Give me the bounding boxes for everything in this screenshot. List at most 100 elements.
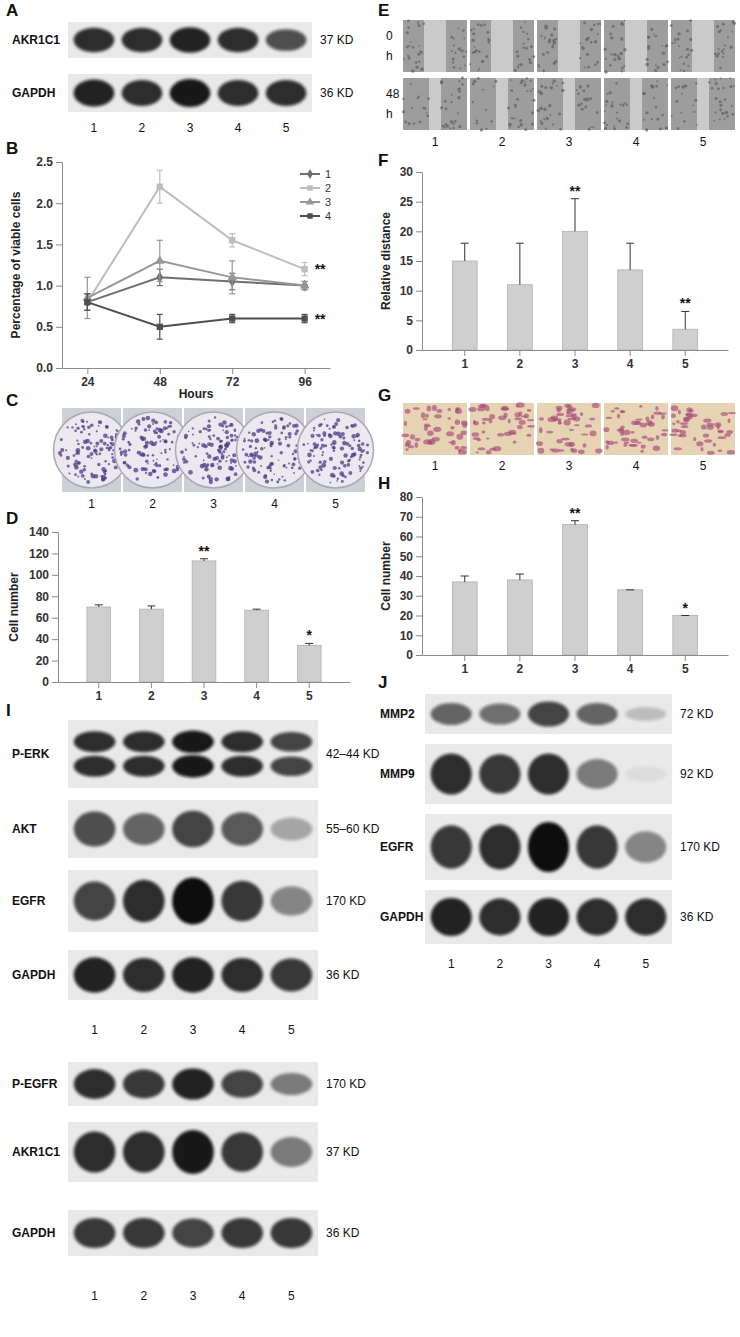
tick-mark [416,320,422,321]
cell-speck [458,47,462,51]
colony [346,463,350,467]
x-tick: 96 [298,368,312,389]
bar [87,607,111,682]
blot-band [221,1132,263,1171]
legend: 1234 [300,168,331,222]
cell-speck [647,35,650,38]
colony [159,440,161,442]
error-bar [147,606,155,609]
lane-label: 5 [700,135,707,149]
colony [114,465,118,469]
blot-band [266,29,307,51]
legend-label: 1 [325,168,331,180]
tick-label: 3 [572,357,579,371]
stained-cell [606,445,609,450]
lane-label: 1 [91,1023,98,1037]
colony [248,431,250,433]
cell-speck [622,104,625,107]
colony [135,477,138,480]
lane-label: 5 [288,1023,295,1037]
photo [403,78,467,130]
cell-speck [620,37,624,41]
colony [155,464,159,468]
colony [183,456,185,458]
stained-cell [406,440,411,446]
cell-speck [407,19,410,22]
stained-cell [717,436,726,439]
tick-label: 80 [36,590,50,604]
stained-cell [539,417,544,421]
cell-speck [594,40,597,43]
colony [208,435,211,438]
colony [288,432,292,436]
tick-mark [87,368,88,374]
colony [192,442,194,444]
colony [230,439,232,441]
colony [286,424,289,427]
colony [263,475,267,479]
y-tick: 30 [400,165,422,179]
colony [110,436,114,440]
stained-cell [413,407,420,410]
colony [152,442,156,446]
cell-speck [655,106,658,109]
cell-speck [655,35,657,37]
legend-entry: 4 [300,210,331,222]
colony [351,447,355,451]
colony [318,474,320,476]
blot-band [528,822,569,872]
error-bar [95,605,103,607]
stained-cell [405,409,411,414]
tick-mark [52,553,58,554]
colony [86,446,91,451]
tick-mark [56,244,62,245]
lane-label: 3 [566,459,573,473]
cell-speck [408,122,411,125]
blot-strip [425,694,672,734]
colony [289,422,292,425]
error-cap [253,609,261,610]
cell-speck [529,61,532,64]
cell-speck [715,54,718,57]
cell-speck [729,77,731,79]
plot-marks [452,521,697,655]
lane-label: 5 [283,121,290,135]
blot-label: GAPDH [380,910,423,924]
stained-cell [647,437,654,441]
tick-mark [416,576,422,577]
cell-speck [444,123,447,126]
error-stem [630,243,631,270]
series-line [87,261,304,298]
lane-label: 1 [432,135,439,149]
cell-speck [406,31,409,34]
colony [328,434,332,438]
cell-speck [552,83,554,85]
lane-label: 2 [499,135,506,149]
tick-label: 1.5 [36,238,53,252]
colony [319,460,322,463]
colony [341,480,344,483]
tick-label: 100 [29,568,49,582]
colony [253,460,257,464]
cell-speck [523,31,525,33]
legend-marker [307,169,313,179]
blot-band [123,731,165,752]
error-stem [464,576,465,582]
colony [270,441,274,445]
colony [153,469,157,473]
cell-speck [732,113,734,115]
colony [99,439,103,443]
stained-cell [578,449,585,454]
y-tick: 1.5 [36,238,62,252]
colony [250,439,253,442]
legend-entry: 1 [300,168,331,180]
tick-mark [575,350,576,356]
error-stem [464,243,465,261]
colony [120,454,122,456]
cell-speck [581,46,584,49]
colony [192,433,194,435]
cell-speck [407,56,410,59]
cell-speck [440,80,443,83]
blot-label: AKT [12,822,37,836]
stained-cell [508,419,511,424]
